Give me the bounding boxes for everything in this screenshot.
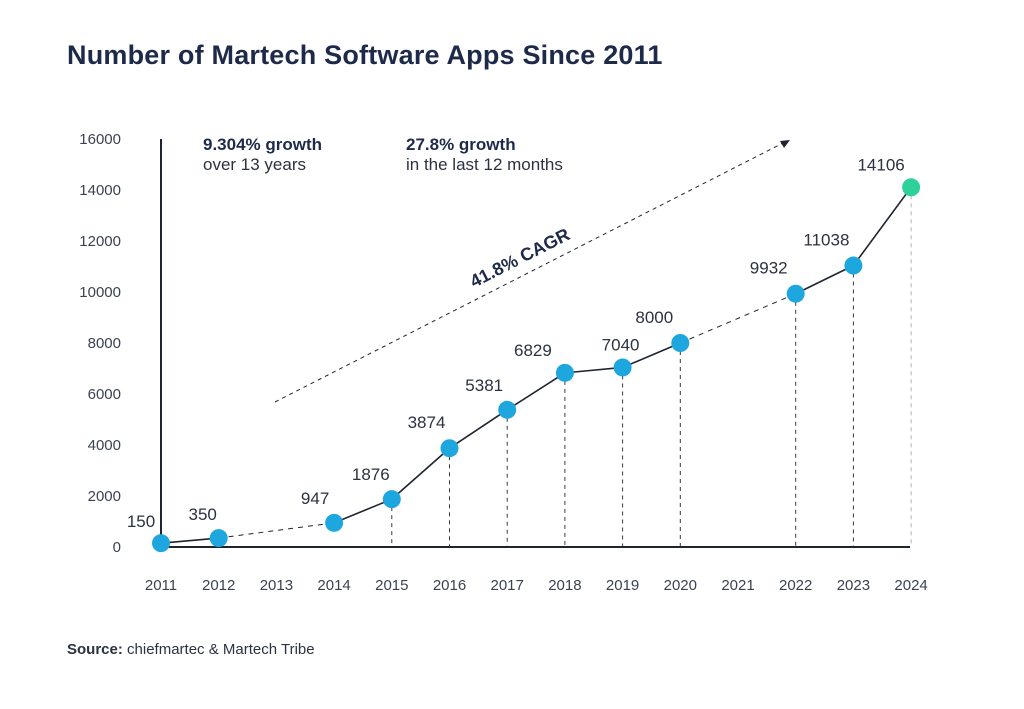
data-label: 8000 [635, 308, 673, 327]
axes: 0 2000 4000 6000 8000 10000 12000 14000 16000 201… [79, 131, 928, 594]
source-label: Source: [67, 641, 123, 658]
x-tick-label: 2014 [317, 577, 350, 594]
y-tick-label: 4000 [88, 437, 121, 454]
x-tick-label: 2018 [548, 577, 581, 594]
data-label: 7040 [602, 335, 640, 354]
series-segment-dashed [218, 522, 335, 539]
y-tick-label: 2000 [88, 488, 121, 505]
data-point [152, 534, 170, 553]
growth-total-label: 9.304% growth [203, 135, 322, 154]
data-point [786, 284, 805, 303]
x-tick-label: 2013 [260, 577, 293, 594]
x-tick-label: 2024 [894, 577, 927, 594]
data-labels: 150 350 947 1876 3874 5381 6829 7040 8000 9932 110… [127, 155, 905, 531]
data-point [382, 490, 401, 509]
x-tick-label: 2020 [664, 577, 697, 594]
source-text: chiefmartec & Martech Tribe [127, 641, 315, 658]
series-segment [333, 498, 393, 524]
series-segment [391, 447, 451, 500]
series-segment [506, 372, 566, 411]
data-point [440, 439, 459, 458]
y-tick-label: 0 [113, 539, 121, 556]
chart-title: Number of Martech Software Apps Since 20… [67, 40, 663, 70]
x-tick-label: 2023 [837, 577, 870, 594]
x-tick-label: 2022 [779, 577, 812, 594]
y-tick-label: 8000 [88, 335, 121, 352]
x-tick-label: 2017 [491, 577, 524, 594]
y-tick-label: 16000 [79, 131, 121, 148]
data-label: 5381 [465, 376, 503, 395]
data-label: 1876 [352, 465, 390, 484]
data-point [844, 256, 863, 275]
data-label: 150 [127, 512, 155, 531]
data-label: 947 [301, 489, 329, 508]
data-label: 350 [189, 505, 217, 524]
data-label: 3874 [408, 413, 446, 432]
x-tick-label: 2012 [202, 577, 235, 594]
y-tick-label: 10000 [79, 284, 121, 301]
series-segment [622, 342, 681, 369]
growth-recent-sub: in the last 12 months [406, 155, 563, 174]
data-point [555, 363, 574, 382]
series-segment [795, 264, 854, 295]
x-tick-label: 2011 [145, 577, 177, 594]
data-point [209, 529, 228, 548]
data-points [152, 178, 921, 553]
cagr-label: 41.8% CAGR [467, 224, 573, 291]
x-tick-label: 2019 [606, 577, 639, 594]
data-label: 6829 [514, 341, 552, 360]
series-segment [449, 409, 508, 449]
data-point [613, 358, 632, 377]
source-note: Source: chiefmartec & Martech Tribe [67, 641, 315, 658]
data-point [498, 400, 517, 419]
annotations: 9.304% growth over 13 years 27.8% growth… [203, 135, 790, 403]
growth-recent-label: 27.8% growth [406, 135, 516, 154]
data-label: 9932 [750, 259, 788, 278]
data-point [325, 513, 344, 532]
series-lines [160, 186, 912, 544]
x-tick-label: 2021 [721, 577, 754, 594]
drop-lines [391, 195, 912, 547]
series-segment-dashed [680, 293, 796, 344]
data-label: 11038 [803, 231, 849, 250]
series-segment [852, 186, 912, 267]
x-tick-label: 2016 [433, 577, 466, 594]
data-label: 14106 [857, 155, 904, 174]
y-tick-label: 12000 [79, 233, 121, 250]
series-segment [160, 537, 219, 544]
cagr-arrow-head [780, 140, 790, 148]
data-point [902, 178, 921, 197]
growth-total-sub: over 13 years [203, 155, 306, 174]
y-tick-label: 6000 [88, 386, 121, 403]
cagr-trend-arrow [274, 142, 784, 403]
series-segment [564, 366, 623, 374]
data-point [671, 334, 690, 352]
x-tick-label: 2015 [375, 577, 408, 594]
y-tick-label: 14000 [79, 182, 121, 199]
